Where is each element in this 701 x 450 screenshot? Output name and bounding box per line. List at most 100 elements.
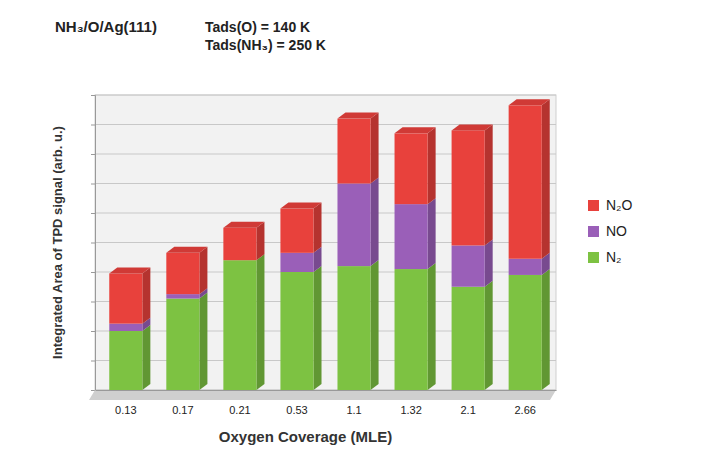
bar	[280, 253, 313, 272]
y-tick	[91, 213, 95, 214]
x-tick: 2.66	[514, 390, 535, 416]
plot-background	[95, 95, 556, 390]
bar-side	[485, 281, 493, 390]
x-tick-label: 2.1	[460, 404, 475, 416]
annotation: Tads(NH₃) = 250 K	[205, 37, 326, 53]
title: NH₃/O/Ag(111)	[55, 18, 157, 35]
x-tick: 0.17	[172, 390, 193, 416]
bar-side	[428, 263, 436, 390]
bar	[509, 105, 542, 258]
bar-side	[199, 293, 207, 390]
bar-side	[314, 266, 322, 390]
annotation: Tads(O) = 140 K	[205, 19, 310, 35]
bar	[166, 253, 199, 294]
bar	[395, 133, 428, 204]
bar-top	[109, 267, 150, 273]
legend-swatch	[588, 226, 599, 237]
y-tick-mark	[91, 331, 95, 332]
y-tick-mark	[91, 272, 95, 273]
y-tick-mark	[91, 125, 95, 126]
bar	[452, 245, 485, 286]
bar	[166, 299, 199, 390]
bar-side	[371, 178, 379, 267]
y-axis-line	[91, 96, 96, 391]
bar-side	[256, 222, 264, 260]
y-tick-mark	[91, 243, 95, 244]
bar	[109, 324, 142, 331]
x-tick-label: 1.32	[400, 404, 421, 416]
y-tick-mark	[91, 390, 95, 391]
y-tick	[91, 331, 95, 332]
bar	[337, 184, 370, 267]
bar	[280, 272, 313, 390]
bar-top	[395, 127, 436, 133]
legend: N₂O NO N₂	[588, 197, 633, 265]
y-tick	[91, 154, 95, 155]
grid-line	[95, 390, 556, 391]
y-tick	[91, 125, 95, 126]
y-axis-title: Integrated Area of TPD signal (arb. u.)	[50, 126, 65, 359]
x-tick-label: 0.17	[172, 404, 193, 416]
bar	[223, 260, 256, 390]
y-tick	[91, 184, 95, 185]
bar-top	[452, 124, 493, 130]
x-tick: 0.53	[286, 390, 307, 416]
bar-side	[428, 127, 436, 204]
bar-side	[371, 113, 379, 184]
bar-side	[485, 239, 493, 286]
bar-side	[199, 247, 207, 294]
y-tick	[91, 390, 95, 391]
x-tick-label: 0.13	[115, 404, 136, 416]
bar-side	[142, 325, 150, 390]
bar-top	[509, 99, 550, 105]
y-tick-mark	[91, 154, 95, 155]
bar	[109, 273, 142, 323]
bar-side	[542, 99, 550, 258]
bar	[109, 331, 142, 390]
bar	[166, 294, 199, 298]
x-tick: 0.13	[115, 390, 136, 416]
legend-label: N₂O	[606, 197, 633, 213]
bar	[452, 287, 485, 390]
bar	[337, 119, 370, 184]
series	[109, 99, 549, 323]
legend-label: NO	[606, 223, 627, 239]
bar-side	[142, 267, 150, 323]
x-axis-line	[96, 390, 557, 391]
bar-top	[166, 247, 207, 253]
legend-label: N₂	[606, 249, 622, 265]
y-tick-mark	[91, 213, 95, 214]
legend-swatch	[588, 200, 599, 211]
bar	[395, 204, 428, 269]
y-tick-mark	[91, 95, 95, 96]
bar-side	[428, 198, 436, 269]
x-tick-label: 0.53	[286, 404, 307, 416]
x-tick: 2.1	[460, 390, 475, 416]
x-tick: 0.21	[229, 390, 250, 416]
bar	[452, 130, 485, 245]
x-tick: 1.1	[346, 390, 361, 416]
x-axis: 0.13 0.17 0.21 0.53 1.1 1.32 2.1 2.66	[96, 390, 557, 416]
bar-side	[314, 203, 322, 253]
bar	[509, 259, 542, 275]
bar	[509, 275, 542, 390]
x-tick-label: 2.66	[514, 404, 535, 416]
bar-top	[280, 203, 321, 209]
plot: 0.13 0.17 0.21 0.53 1.1 1.32 2.1 2.66	[89, 95, 557, 416]
y-tick	[91, 95, 95, 96]
y-tick	[91, 302, 95, 303]
y-tick	[91, 272, 95, 273]
y-tick-mark	[91, 302, 95, 303]
bar-top	[223, 222, 264, 228]
y-tick-mark	[91, 361, 95, 362]
grid-line	[95, 95, 556, 96]
legend-swatch	[588, 252, 599, 263]
grid	[95, 95, 556, 390]
bar-top	[337, 113, 378, 119]
bar-side	[371, 260, 379, 390]
bar-side	[256, 254, 264, 390]
y-tick	[91, 243, 95, 244]
y-tick	[91, 361, 95, 362]
bar-side	[485, 124, 493, 245]
y-axis	[91, 96, 96, 391]
